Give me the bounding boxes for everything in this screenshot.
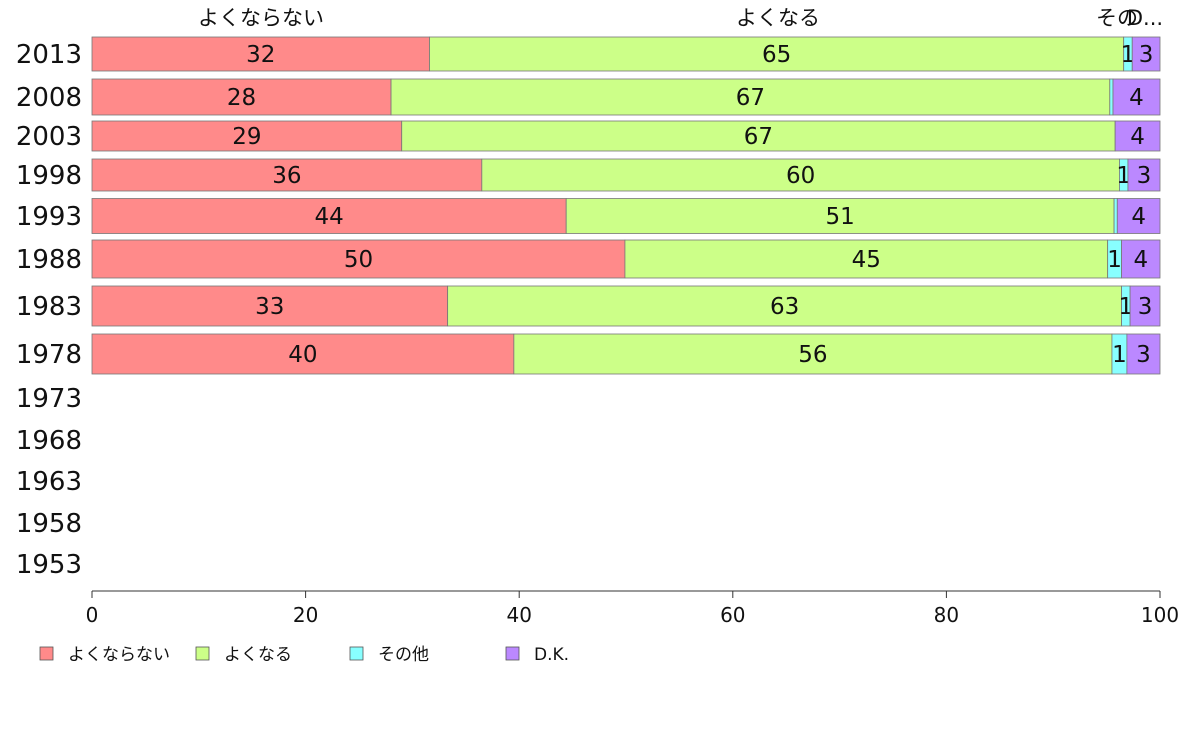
legend-swatch — [349, 646, 364, 661]
data-label: 4 — [1130, 124, 1145, 150]
bar-segment — [1109, 78, 1114, 116]
legend-label: D.K. — [534, 645, 569, 665]
data-label: 3 — [1136, 342, 1151, 368]
x-tick-label: 20 — [293, 603, 318, 627]
year-label: 2008 — [16, 83, 82, 113]
bar-segment — [1113, 198, 1118, 234]
bar-segment — [91, 198, 567, 234]
legend-swatch — [195, 646, 210, 661]
data-label: 3 — [1139, 42, 1154, 68]
year-axis: 2013 2008 2003 1998 1993 1988 1983 1978 1973 1968… — [16, 40, 82, 580]
x-tick-label: 40 — [506, 603, 531, 627]
data-label: 56 — [798, 342, 827, 368]
bar-segment — [1112, 78, 1161, 116]
bar-segment — [1126, 333, 1161, 375]
data-label: 1 — [1107, 247, 1122, 273]
bar-segment — [91, 333, 515, 375]
data-label: 29 — [232, 124, 261, 150]
bar-segment — [91, 285, 449, 327]
x-tick-label: 60 — [720, 603, 745, 627]
year-label: 1968 — [16, 426, 82, 456]
column-header: その — [1096, 6, 1138, 30]
bar-segment — [481, 158, 1120, 192]
year-label: 1958 — [16, 509, 82, 539]
data-label: 1 — [1116, 163, 1131, 189]
data-label: 40 — [288, 342, 317, 368]
bar-segment — [1114, 120, 1161, 152]
data-label: 50 — [344, 247, 373, 273]
data-label: 65 — [762, 42, 791, 68]
data-label: 1 — [1121, 42, 1136, 68]
data-label: 44 — [314, 204, 343, 230]
data-label: 51 — [825, 204, 854, 230]
bar-segment — [1129, 285, 1161, 327]
year-label: 1993 — [16, 202, 82, 232]
data-label: 4 — [1131, 204, 1146, 230]
year-label: 1963 — [16, 467, 82, 497]
data-label: 45 — [852, 247, 881, 273]
bar-segment — [513, 333, 1113, 375]
data-label: 28 — [227, 85, 256, 111]
year-label: 1983 — [16, 292, 82, 322]
bar-segment — [91, 158, 483, 192]
data-label: 1 — [1119, 294, 1134, 320]
bar-segment — [624, 239, 1109, 279]
bar-segment — [1121, 239, 1161, 279]
x-tick-label: 0 — [86, 603, 99, 627]
year-label: 2013 — [16, 40, 82, 70]
bar-segment — [1131, 36, 1161, 72]
bar-segment — [91, 36, 430, 72]
year-label: 1953 — [16, 550, 82, 580]
data-label: 3 — [1137, 163, 1152, 189]
bar-segment — [565, 198, 1115, 234]
data-label: 32 — [246, 42, 275, 68]
legend-swatch — [39, 646, 54, 661]
data-label: 63 — [770, 294, 799, 320]
bar-segment — [429, 36, 1125, 72]
year-label: 1998 — [16, 161, 82, 191]
bar-segment — [91, 239, 626, 279]
data-label: 1 — [1112, 342, 1127, 368]
bars: 32 65 1 328 67 429 67 436 60 1 344 51 450 45 1 433 63 1 34… — [91, 36, 1161, 375]
legend-label: よくなる — [224, 645, 292, 665]
data-label: 36 — [272, 163, 301, 189]
legend-label: よくならない — [68, 645, 170, 665]
data-label: 60 — [786, 163, 815, 189]
column-headers: よくならない よくなる そのD... — [198, 6, 1163, 30]
column-header: よくなる — [736, 6, 820, 30]
data-label: 3 — [1138, 294, 1153, 320]
bar-segment — [447, 285, 1122, 327]
year-label: 1978 — [16, 340, 82, 370]
legend-label: その他 — [378, 645, 429, 665]
column-header: D... — [1127, 6, 1163, 30]
legend: よくならない よくなる その他 D.K. — [39, 645, 569, 665]
bar-segment — [401, 120, 1116, 152]
column-header: よくならない — [198, 6, 324, 30]
data-label: 67 — [744, 124, 773, 150]
x-tick-label: 100 — [1141, 603, 1179, 627]
data-label: 33 — [255, 294, 284, 320]
x-axis: 0 20 40 60 80 100 — [86, 590, 1179, 627]
year-label: 1973 — [16, 384, 82, 414]
legend-swatch — [505, 646, 520, 661]
bar-segment — [1127, 158, 1161, 192]
data-label: 67 — [736, 85, 765, 111]
year-label: 2003 — [16, 122, 82, 152]
year-label: 1988 — [16, 245, 82, 275]
bar-segment — [1116, 198, 1161, 234]
x-tick-label: 80 — [934, 603, 959, 627]
data-label: 4 — [1129, 85, 1144, 111]
bar-segment — [390, 78, 1111, 116]
bar-segment — [91, 120, 403, 152]
data-label: 4 — [1133, 247, 1148, 273]
